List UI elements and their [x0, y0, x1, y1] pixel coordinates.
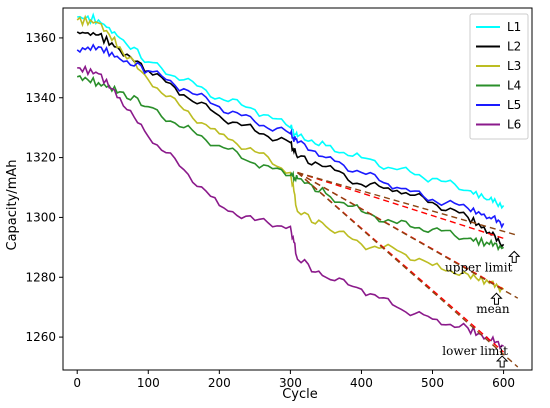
- plot-area: [76, 12, 519, 368]
- x-tick-label: 400: [350, 376, 373, 390]
- annotation-lower-limit: lower limit: [442, 344, 508, 358]
- legend-label-l5: L5: [507, 98, 521, 112]
- arrow-up-icon: [495, 355, 509, 368]
- series-line-l4: [76, 75, 505, 252]
- x-tick-label: 500: [421, 376, 444, 390]
- axes: 0 100 200 300 400 500 600 1260 1280 1300 1320 1340 1…: [25, 7, 533, 390]
- y-tick-label: 1360: [25, 31, 56, 45]
- y-tick-label: 1300: [25, 210, 56, 224]
- arrow-up-icon: [490, 292, 503, 305]
- legend-label-l4: L4: [507, 79, 521, 93]
- annotation-mean: mean: [476, 302, 510, 316]
- x-tick-label: 200: [208, 376, 231, 390]
- legend-box: [469, 13, 529, 140]
- legend: L1 L2 L3 L4 L5 L6: [469, 13, 529, 140]
- y-tick-label: 1280: [25, 270, 56, 284]
- series-line-l3: [76, 14, 505, 294]
- legend-label-l3: L3: [507, 59, 521, 73]
- y-tick-label: 1260: [25, 330, 56, 344]
- projection-line-2: [297, 171, 518, 237]
- x-tick-label: 300: [279, 376, 302, 390]
- projection-line-1: [297, 171, 504, 240]
- legend-label-l6: L6: [507, 118, 521, 132]
- projection-line-6: [297, 172, 519, 368]
- series-line-l6: [77, 64, 504, 350]
- y-tick-label: 1320: [25, 151, 56, 165]
- x-axis-title: Cycle: [282, 387, 318, 402]
- y-axis-title: Capacity/mAh: [5, 160, 20, 251]
- x-tick-label: 600: [492, 376, 515, 390]
- arrow-up-icon: [508, 250, 521, 263]
- legend-label-l2: L2: [507, 40, 521, 54]
- plot-frame: [62, 7, 533, 371]
- annotation-upper-limit: upper limit: [445, 260, 513, 274]
- y-tick-label: 1340: [25, 91, 56, 105]
- x-tick-label: 0: [73, 376, 81, 390]
- x-tick-label: 100: [137, 376, 160, 390]
- series-line-l1: [77, 12, 505, 210]
- series-line-l5: [76, 43, 505, 229]
- legend-label-l1: L1: [507, 20, 521, 34]
- annotations: upper limit mean lower limit: [442, 250, 521, 368]
- projection-line-4: [297, 171, 519, 299]
